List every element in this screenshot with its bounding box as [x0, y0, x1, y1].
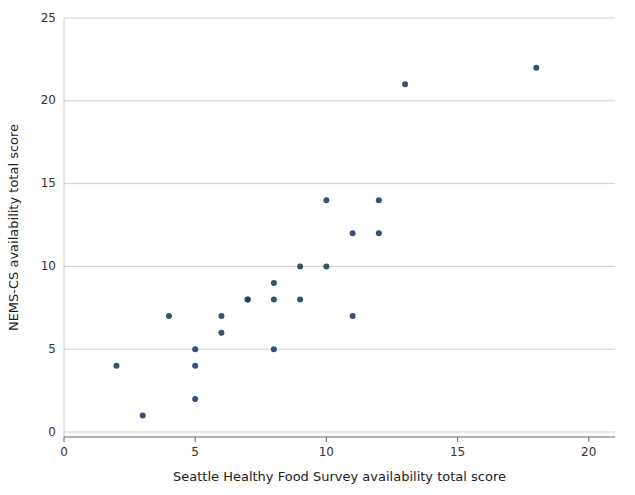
tick-label: 15 — [450, 445, 465, 459]
point — [192, 346, 198, 352]
point — [402, 81, 408, 87]
tick-label: 25 — [41, 11, 56, 25]
point — [323, 263, 329, 269]
tick-label: 20 — [41, 93, 56, 107]
y-axis-label: NEMS-CS availability total score — [6, 124, 21, 331]
point — [297, 297, 303, 303]
point — [376, 230, 382, 236]
tick-label: 0 — [60, 445, 68, 459]
point — [113, 363, 119, 369]
point — [271, 280, 277, 286]
point — [323, 197, 329, 203]
grid-line — [64, 432, 615, 433]
tick-mark — [588, 437, 589, 442]
point — [271, 346, 277, 352]
tick-mark — [64, 437, 65, 442]
y-axis: 0 5 10 15 20 25 — [41, 11, 615, 439]
grid-line — [64, 18, 615, 19]
x-axis: 0 5 10 15 20 — [60, 437, 615, 459]
axis-line — [64, 437, 615, 438]
tick-label: 5 — [191, 445, 199, 459]
tick-label: 15 — [41, 176, 56, 190]
point — [245, 297, 251, 303]
point — [218, 313, 224, 319]
point — [166, 313, 172, 319]
point — [192, 363, 198, 369]
point — [533, 65, 539, 71]
tick-mark — [195, 437, 196, 442]
tick-label: 10 — [319, 445, 334, 459]
point — [376, 197, 382, 203]
chart-container: 0 5 10 15 20 25 0 5 10 15 20 Seattle Healthy Food S… — [0, 0, 635, 495]
grid-line — [64, 266, 615, 267]
points — [113, 65, 539, 419]
point — [245, 297, 251, 303]
point — [350, 230, 356, 236]
point — [192, 396, 198, 402]
axis-line — [64, 18, 65, 437]
tick-mark — [326, 437, 327, 442]
grid-line — [64, 183, 615, 184]
tick-label: 0 — [48, 425, 56, 439]
grid-line — [64, 349, 615, 350]
grid-line — [64, 100, 615, 101]
point — [218, 330, 224, 336]
tick-label: 20 — [581, 445, 596, 459]
tick-mark — [457, 437, 458, 442]
chart: 0 5 10 15 20 25 0 5 10 15 20 Seattle Healthy Food S… — [0, 0, 635, 495]
point — [350, 313, 356, 319]
point — [140, 412, 146, 418]
tick-label: 5 — [48, 342, 56, 356]
point — [297, 263, 303, 269]
x-axis-label: Seattle Healthy Food Survey availability… — [173, 469, 506, 484]
tick-label: 10 — [41, 259, 56, 273]
point — [271, 297, 277, 303]
